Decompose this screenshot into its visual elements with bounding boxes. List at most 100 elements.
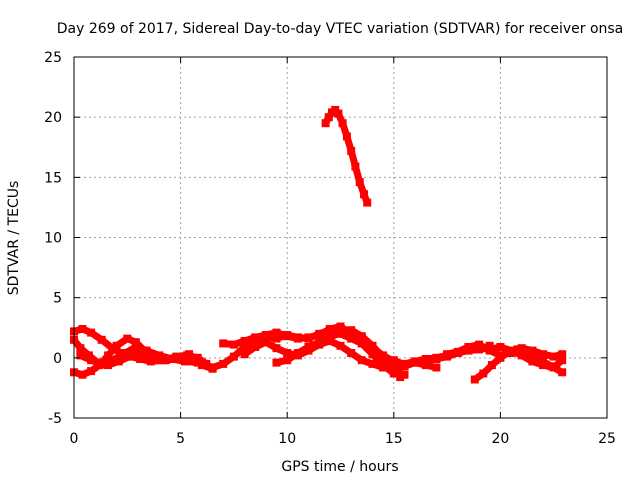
- data-point: [293, 349, 302, 357]
- data-point: [283, 332, 292, 341]
- data-point: [155, 351, 164, 360]
- data-point: [432, 355, 441, 363]
- data-point: [363, 198, 372, 207]
- series-track-h: [272, 326, 405, 382]
- data-point: [293, 334, 302, 343]
- data-point: [78, 325, 87, 333]
- data-point: [261, 331, 270, 339]
- series-track-d: [76, 343, 202, 368]
- data-point: [400, 370, 409, 379]
- chart-title: Day 269 of 2017, Sidereal Day-to-day VTE…: [57, 21, 624, 37]
- data-point: [104, 351, 113, 360]
- data-point: [146, 357, 155, 366]
- data-point: [334, 109, 343, 118]
- series-track-k: [443, 340, 567, 361]
- data-point: [389, 364, 398, 373]
- data-point: [357, 356, 366, 365]
- data-point: [432, 363, 441, 372]
- data-point: [558, 356, 567, 365]
- data-point: [336, 341, 345, 350]
- data-point: [180, 357, 189, 366]
- data-point: [396, 373, 405, 382]
- data-point: [131, 343, 140, 351]
- data-point: [219, 339, 228, 348]
- data-point: [87, 356, 96, 365]
- y-tick-label: -5: [48, 411, 62, 427]
- data-point: [283, 349, 292, 357]
- data-point: [421, 356, 430, 365]
- data-point: [185, 350, 194, 359]
- data-point: [485, 346, 494, 355]
- data-point: [475, 340, 484, 349]
- data-point: [453, 347, 462, 356]
- data-point: [315, 338, 324, 347]
- data-point: [421, 361, 430, 370]
- data-point: [355, 178, 364, 187]
- data-point: [464, 343, 473, 351]
- data-point: [208, 363, 217, 372]
- y-tick-label: 10: [44, 231, 62, 247]
- data-point: [338, 119, 347, 128]
- data-point: [547, 362, 556, 371]
- data-point: [347, 326, 356, 335]
- data-point: [336, 322, 345, 331]
- y-axis-label: SDTVAR / TECUs: [6, 181, 22, 296]
- x-tick-label: 15: [385, 431, 403, 447]
- data-point: [368, 350, 377, 359]
- data-point: [347, 146, 356, 155]
- data-point: [240, 337, 249, 345]
- y-tick-label: 15: [44, 170, 62, 186]
- data-point: [112, 341, 121, 350]
- data-point: [304, 333, 313, 342]
- data-point: [549, 352, 558, 361]
- data-point: [347, 334, 356, 343]
- data-point: [342, 132, 351, 141]
- data-point: [517, 344, 526, 353]
- data-point: [528, 346, 537, 355]
- data-point: [131, 338, 140, 347]
- data-point: [229, 352, 238, 361]
- x-tick-label: 25: [598, 431, 616, 447]
- data-point: [368, 359, 377, 368]
- data-point: [197, 358, 206, 367]
- data-point: [87, 328, 96, 337]
- data-point: [168, 355, 177, 363]
- data-point: [496, 343, 505, 351]
- data-point: [496, 351, 505, 360]
- y-tick-label: 20: [44, 110, 62, 126]
- data-point: [357, 332, 366, 341]
- data-point: [251, 343, 260, 351]
- data-point: [507, 349, 516, 357]
- data-point: [114, 357, 123, 366]
- data-point: [76, 344, 85, 353]
- data-point: [443, 350, 452, 359]
- data-point: [123, 334, 132, 343]
- data-point: [240, 350, 249, 359]
- x-tick-label: 20: [491, 431, 509, 447]
- data-point: [324, 113, 333, 122]
- series-track-l: [321, 105, 372, 207]
- data-point: [325, 325, 334, 333]
- data-point: [321, 119, 330, 128]
- data-point: [411, 358, 420, 367]
- y-tick-label: 5: [53, 291, 62, 307]
- data-point: [125, 352, 134, 361]
- data-point: [261, 338, 270, 347]
- data-point: [219, 359, 228, 368]
- data-point: [539, 350, 547, 359]
- data-point: [97, 335, 106, 344]
- data-point: [283, 356, 292, 365]
- axis-ticks: 0 5 10 15 20 25 -5 0 5 10 15 20 25: [44, 50, 616, 447]
- data-point: [379, 353, 388, 362]
- data-point: [528, 357, 537, 366]
- data-point: [272, 328, 281, 337]
- data-point: [479, 369, 488, 378]
- data-point: [400, 361, 409, 370]
- data-point: [108, 356, 117, 365]
- data-point: [134, 347, 142, 356]
- data-point: [517, 351, 526, 360]
- data-point: [78, 370, 87, 379]
- data-point: [558, 350, 567, 359]
